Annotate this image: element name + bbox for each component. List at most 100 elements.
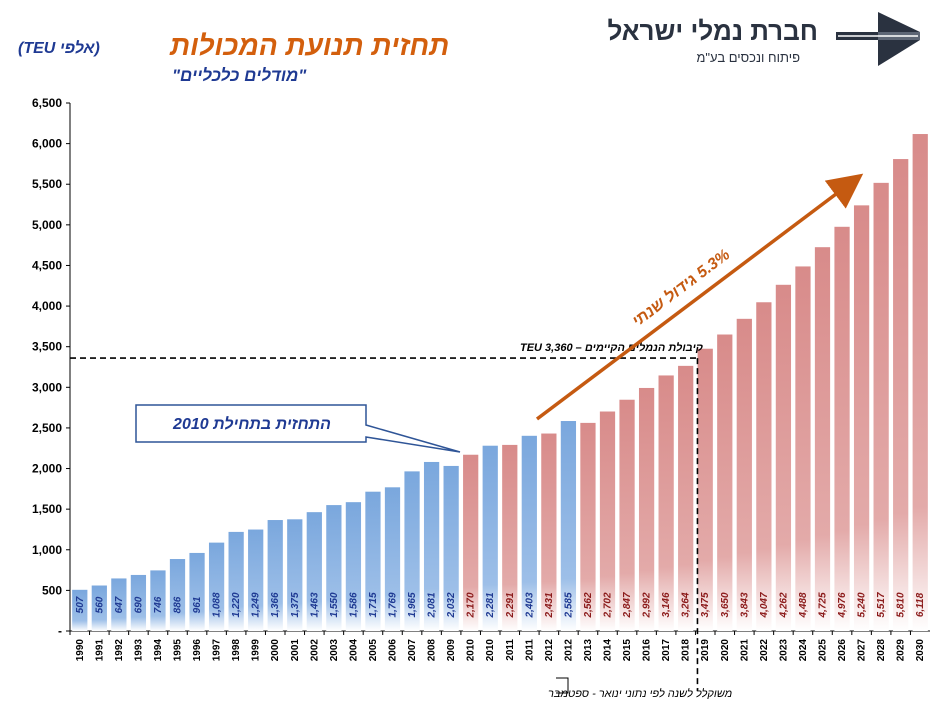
- bar-data-label: 1,366: [270, 592, 281, 617]
- page-subtitle: "מודלים כלכליים": [172, 66, 307, 85]
- bar-data-label: 1,220: [231, 592, 242, 617]
- bar-data-label: 1,249: [251, 592, 262, 617]
- actual-bar: [287, 519, 303, 631]
- x-tick-label: 2018: [681, 639, 692, 662]
- x-tick-label: 2030: [915, 639, 926, 662]
- bar-data-label: 3,843: [739, 592, 750, 617]
- actual-bar: [111, 578, 127, 631]
- x-tick-label: 2010: [485, 639, 496, 662]
- forecast-bar: [463, 454, 479, 631]
- growth-rate-label: 5.3% גידול שנתי: [629, 246, 733, 331]
- y-tick-label: 1,500: [32, 502, 62, 516]
- bar-data-label: 1,088: [212, 592, 223, 617]
- x-tick-label: 2004: [348, 639, 359, 662]
- bar-data-label: 2,281: [485, 592, 496, 618]
- bar-data-label: 746: [153, 596, 164, 613]
- x-tick-label: 2002: [309, 639, 320, 662]
- bar-data-label: 1,375: [290, 592, 301, 617]
- bar-data-label: 560: [94, 596, 105, 613]
- x-tick-label: 1996: [192, 639, 203, 662]
- forecast-bar: [658, 375, 674, 631]
- x-tick-label: 2028: [876, 639, 887, 662]
- x-tick-label: 1993: [133, 639, 144, 662]
- actual-bar: [365, 491, 381, 631]
- actual-bar: [384, 487, 401, 631]
- bar-data-label: 2,431: [544, 592, 555, 618]
- actual-bar: [404, 471, 420, 631]
- bar-data-label: 2,291: [505, 592, 516, 618]
- forecast-bar: [697, 348, 713, 631]
- forecast-bar: [717, 334, 733, 631]
- bar-data-label: 1,463: [309, 592, 320, 617]
- company-logo: חברת נמלי ישראל פיתוח ונכסים בע"מ: [607, 8, 928, 70]
- y-tick-label: 2,000: [32, 462, 62, 476]
- x-tick-label: 2010: [466, 639, 477, 662]
- bar-data-label: 961: [192, 596, 203, 613]
- logo-subtitle: פיתוח ונכסים בע"מ: [696, 50, 800, 65]
- bar-data-label: 3,146: [661, 592, 672, 617]
- bar-data-label: 1,550: [329, 592, 340, 617]
- forecast-bar: [736, 318, 752, 631]
- footnote-bracket: [556, 677, 569, 694]
- x-tick-label: 2029: [896, 639, 907, 662]
- bar-data-label: 3,475: [700, 592, 711, 617]
- y-tick-label: 2,500: [32, 421, 62, 435]
- actual-bar: [169, 559, 186, 631]
- x-tick-label: 1995: [173, 639, 184, 662]
- x-tick-label: 2026: [837, 639, 848, 662]
- capacity-label: קיבולת הנמלים הקיימים – TEU 3,360: [520, 341, 703, 354]
- page-title: תחזית תנועת המכולות: [170, 30, 450, 61]
- bar-data-label: 2,170: [466, 592, 477, 618]
- forecast-bar: [638, 387, 655, 631]
- actual-bar: [228, 531, 244, 631]
- actual-bar: [560, 421, 577, 631]
- forecast-bar: [873, 182, 889, 631]
- forecast-bar: [814, 247, 831, 631]
- x-tick-label: 2006: [388, 639, 399, 662]
- x-tick-label: 1997: [212, 639, 223, 662]
- x-tick-label: 2016: [642, 639, 653, 662]
- x-tick-label: 2011: [505, 639, 516, 661]
- bar-data-label: 1,965: [407, 592, 418, 617]
- logo-name: חברת נמלי ישראל: [607, 16, 818, 46]
- bar-data-label: 3,650: [720, 592, 731, 617]
- y-tick-label: 1,000: [32, 543, 62, 557]
- x-tick-label: 2013: [583, 639, 594, 662]
- x-tick-label: 2008: [427, 639, 438, 662]
- y-tick-label: -: [58, 624, 62, 638]
- x-tick-label: 2012: [544, 639, 555, 662]
- forecast-bar: [853, 205, 870, 631]
- bar-data-label: 4,976: [837, 592, 848, 618]
- x-tick-label: 1998: [231, 639, 242, 662]
- bar-data-label: 2,992: [642, 592, 653, 618]
- bar-data-label: 6,118: [915, 592, 926, 617]
- x-tick-label: 2003: [329, 639, 340, 662]
- x-tick-label: 2001: [290, 639, 301, 662]
- x-tick-label: 2012: [563, 639, 574, 662]
- bar-data-label: 2,032: [446, 592, 457, 618]
- y-tick-label: 4,500: [32, 258, 62, 272]
- actual-bar: [208, 542, 225, 631]
- x-tick-label: 1992: [114, 639, 125, 662]
- x-tick-label: 1991: [94, 639, 105, 662]
- title-unit: (אלפי TEU): [18, 40, 100, 57]
- x-tick-label: 2024: [798, 639, 809, 662]
- bar-data-label: 5,810: [896, 592, 907, 617]
- bar-data-label: 4,262: [778, 592, 789, 618]
- bar-data-label: 2,702: [603, 592, 614, 618]
- forecast-bar: [678, 365, 694, 631]
- x-tick-label: 2005: [368, 639, 379, 662]
- x-tick-label: 2007: [407, 639, 418, 662]
- actual-bar: [91, 585, 107, 631]
- actual-bar: [130, 574, 147, 631]
- actual-bar: [443, 465, 459, 631]
- bar-data-label: 2,403: [524, 592, 535, 618]
- bar-data-label: 3,264: [681, 592, 692, 617]
- actual-bar: [423, 461, 440, 631]
- bar-data-label: 690: [133, 596, 144, 613]
- bar-data-label: 5,517: [876, 592, 887, 617]
- bar-data-label: 4,488: [798, 592, 809, 618]
- bar-data-label: 1,586: [348, 592, 359, 617]
- x-tick-label: 2023: [778, 639, 789, 662]
- bar-data-label: 886: [173, 596, 184, 613]
